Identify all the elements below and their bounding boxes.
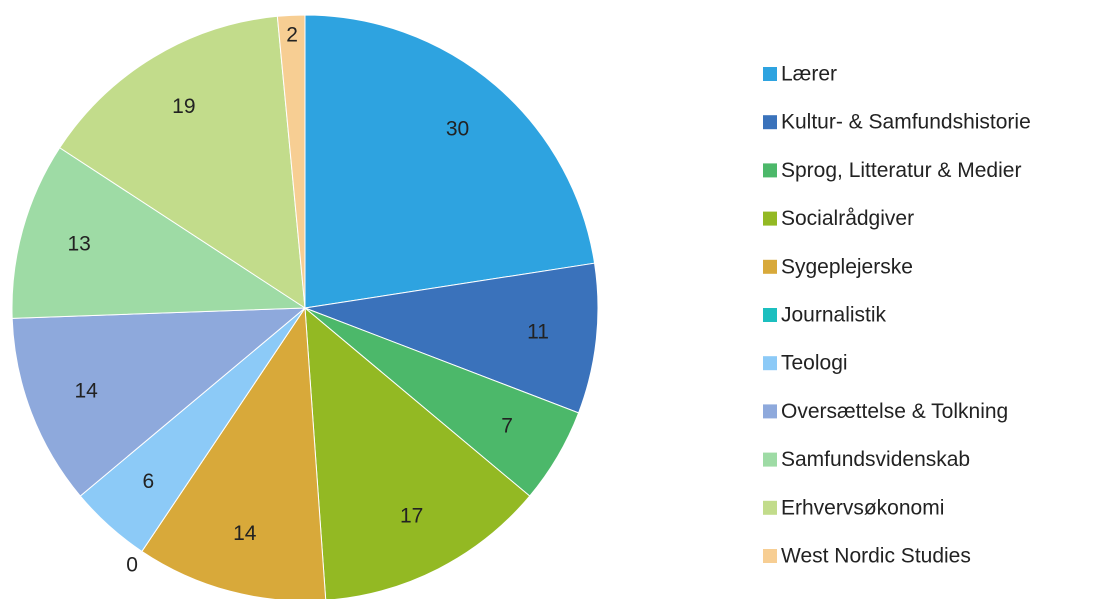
legend-label: Kultur- & Samfundshistorie [781, 111, 1031, 134]
legend-label: Lærer [781, 63, 837, 86]
data-label: 19 [172, 95, 195, 118]
legend-label: Sygeplejerske [781, 255, 913, 278]
data-label: 14 [233, 522, 257, 545]
legend-label: Teologi [781, 352, 848, 375]
pie-slice [303, 262, 599, 414]
data-label: 30 [446, 118, 469, 141]
legend-swatch [763, 211, 777, 226]
legend-swatch [763, 452, 777, 467]
data-label: 17 [400, 504, 423, 527]
legend-swatch [763, 549, 777, 563]
data-label: 7 [501, 414, 513, 437]
pie-slice [304, 306, 531, 599]
legend-label: West Nordic Studies [781, 545, 971, 568]
legend-swatch [763, 163, 777, 178]
legend-label: Erhvervsøkonomi [781, 496, 944, 519]
data-label: 0 [126, 554, 138, 577]
legend-label: Journalistik [781, 304, 887, 327]
legend-swatch [763, 404, 777, 419]
pie-slice [11, 307, 307, 497]
legend-swatch [763, 67, 777, 81]
legend-swatch [763, 308, 777, 322]
pie-slice [141, 306, 327, 599]
legend-swatch [763, 115, 777, 130]
legend-label: Sprog, Litteratur & Medier [781, 159, 1021, 182]
data-label: 6 [142, 470, 154, 493]
pie-slice [276, 14, 306, 309]
pie-slice [304, 14, 596, 309]
legend-swatch [763, 356, 777, 371]
legend-label: Samfundsvidenskab [781, 448, 970, 471]
legend-label: Oversættelse & Tolkning [781, 400, 1008, 423]
legend-swatch [763, 500, 777, 515]
legend-label: Socialrådgiver [781, 207, 914, 230]
data-label: 13 [68, 233, 91, 256]
data-label: 14 [74, 379, 98, 402]
data-label: 11 [527, 320, 549, 343]
pie-slice [59, 15, 306, 309]
data-label: 2 [286, 23, 298, 46]
pie-slice [11, 147, 307, 319]
legend-swatch [763, 259, 777, 274]
